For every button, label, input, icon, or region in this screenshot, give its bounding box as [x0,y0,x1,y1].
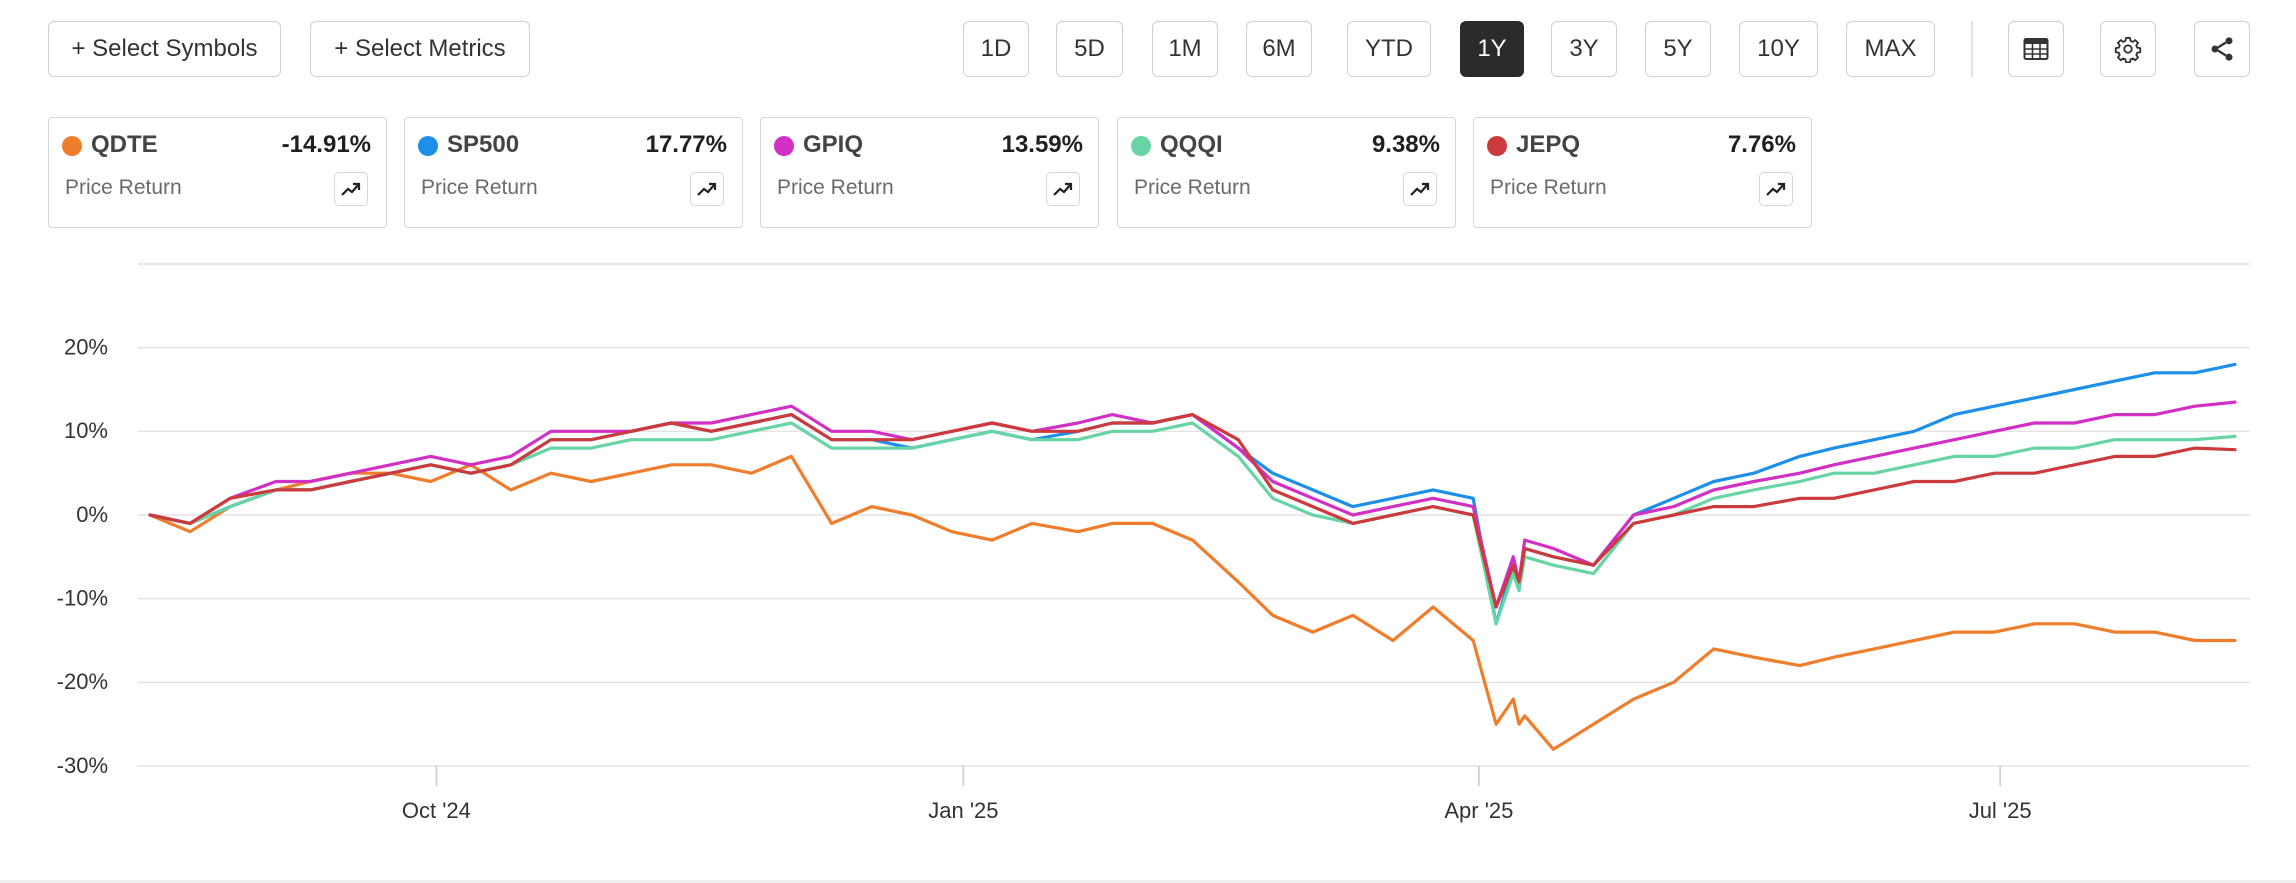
table-icon [2023,38,2049,60]
symbol-label: GPIQ [803,131,864,158]
x-tick-label: Jul '25 [1969,798,2032,823]
return-value: 7.76% [1727,131,1796,158]
range-5d-button[interactable]: 5D [1056,21,1123,77]
trending-up-icon [1053,182,1073,196]
trending-up-icon [341,182,361,196]
toolbar-divider [1971,21,1973,77]
series-line-sp500 [148,362,2237,626]
metric-label: Price Return [1490,176,1607,199]
series-color-dot [1487,136,1507,156]
trending-up-icon [1410,182,1430,196]
share-icon [2211,37,2233,61]
y-tick-label: 10% [64,418,108,443]
symbol-label: QDTE [91,131,158,158]
y-tick-label: 20% [64,334,108,359]
range-5y-button[interactable]: 5Y [1645,21,1711,77]
symbol-card-qdte[interactable]: QDTE -14.91% Price Return [48,117,387,228]
x-tick-label: Jan '25 [928,798,998,823]
table-view-button[interactable] [2008,21,2064,77]
x-tick-label: Apr '25 [1444,798,1513,823]
symbol-card-qqqi[interactable]: QQQI 9.38% Price Return [1117,117,1456,228]
symbol-card-sp500[interactable]: SP500 17.77% Price Return [404,117,743,228]
range-6m-button[interactable]: 6M [1246,21,1312,77]
y-tick-label: -10% [57,585,108,610]
price-return-chart: 20% 10% 0% -10% -20% -30% Oct '24 Jan '25 Apr '2… [57,263,2250,823]
trending-up-icon [697,182,717,196]
y-tick-label: -20% [57,669,108,694]
series-line-gpiq [148,400,2237,609]
gear-icon [2114,36,2142,63]
symbol-card-jepq[interactable]: JEPQ 7.76% Price Return [1473,117,1812,228]
metric-label: Price Return [1134,176,1251,199]
metric-label: Price Return [777,176,894,199]
select-metrics-button[interactable]: + Select Metrics [310,21,530,77]
series-color-dot [418,136,438,156]
select-symbols-button[interactable]: + Select Symbols [48,21,281,77]
series-line-qdte [148,454,2237,751]
return-value: -14.91% [281,131,371,158]
range-10y-button[interactable]: 10Y [1739,21,1818,77]
series-line-jepq [148,413,2237,609]
y-tick-label: -30% [57,753,108,778]
range-1y-button[interactable]: 1Y [1460,21,1524,77]
metric-label: Price Return [421,176,538,199]
return-value: 17.77% [645,131,727,158]
trending-up-icon [1766,182,1786,196]
trend-button[interactable] [1759,172,1793,206]
share-button[interactable] [2194,21,2250,77]
return-value: 13.59% [1001,131,1083,158]
range-3y-button[interactable]: 3Y [1551,21,1617,77]
symbol-label: QQQI [1160,131,1223,158]
trend-button[interactable] [1403,172,1437,206]
range-1d-button[interactable]: 1D [963,21,1029,77]
x-tick-label: Oct '24 [402,798,471,823]
y-tick-label: 0% [76,502,108,527]
bottom-divider [0,880,2296,883]
trend-button[interactable] [1046,172,1080,206]
series-color-dot [62,136,82,156]
symbol-card-gpiq[interactable]: GPIQ 13.59% Price Return [760,117,1099,228]
settings-button[interactable] [2100,21,2156,77]
range-max-button[interactable]: MAX [1846,21,1935,77]
series-line-qqqi [148,421,2237,626]
trend-button[interactable] [334,172,368,206]
series-color-dot [774,136,794,156]
series-color-dot [1131,136,1151,156]
symbol-label: JEPQ [1516,131,1581,158]
metric-label: Price Return [65,176,182,199]
return-value: 9.38% [1371,131,1440,158]
range-ytd-button[interactable]: YTD [1347,21,1431,77]
range-1m-button[interactable]: 1M [1152,21,1218,77]
trend-button[interactable] [690,172,724,206]
symbol-label: SP500 [447,131,520,158]
